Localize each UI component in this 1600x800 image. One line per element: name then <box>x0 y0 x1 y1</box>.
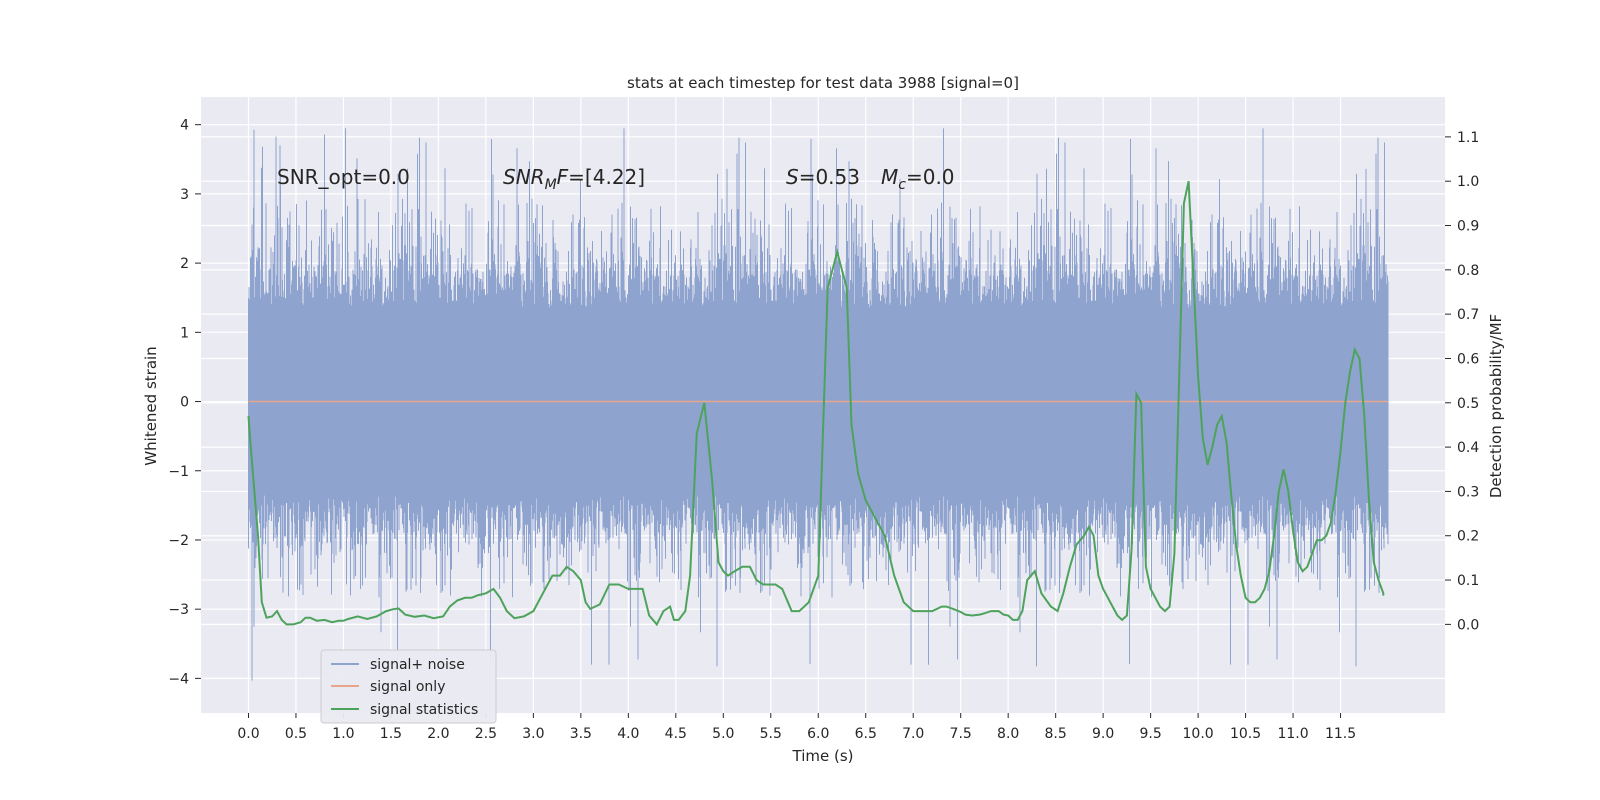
y-axis-right-label: Detection probability/MF <box>1487 314 1505 498</box>
annotation-mc: Mc=0.0 <box>881 165 955 193</box>
y-left-tick-label-4: 0 <box>180 395 189 411</box>
x-tick-label-0: 0.0 <box>237 726 259 742</box>
x-tick-label-14: 7.0 <box>902 726 924 742</box>
annotation-mc-sub: c <box>898 177 906 193</box>
y-right-tick-label-4: 0.4 <box>1457 440 1479 456</box>
x-tick-label-3: 1.5 <box>380 726 402 742</box>
x-tick-label-8: 4.0 <box>617 726 639 742</box>
legend-label-signal-statistics: signal statistics <box>370 702 478 718</box>
annotation-s-value: =0.53 <box>799 165 860 189</box>
legend-label-signal-only: signal only <box>370 679 445 695</box>
y-axis-left-ticks: −4 −3 −2 −1 0 1 2 3 4 <box>168 118 201 687</box>
annotation-snr-mf-main: SNR <box>503 165 545 189</box>
legend-box <box>320 649 497 724</box>
y-right-tick-label-0: 0.0 <box>1457 617 1479 633</box>
series-signal-statistics <box>247 180 1385 627</box>
x-tick-label-18: 9.0 <box>1092 726 1114 742</box>
y-left-tick-label-5: 1 <box>180 325 189 341</box>
x-tick-label-23: 11.5 <box>1325 726 1356 742</box>
annotation-mc-value: =0.0 <box>906 165 955 189</box>
annotation-snr-opt: SNR_opt=0.0 <box>277 165 410 189</box>
x-tick-label-12: 6.0 <box>807 726 829 742</box>
y-right-tick-label-3: 0.3 <box>1457 484 1479 500</box>
y-right-tick-label-5: 0.5 <box>1457 396 1479 412</box>
x-tick-label-9: 4.5 <box>665 726 687 742</box>
x-tick-label-21: 10.5 <box>1230 726 1261 742</box>
y-left-tick-label-0: −4 <box>168 671 189 687</box>
x-axis-ticks: 0.0 0.5 1.0 1.5 2.0 2.5 3.0 3.5 4.0 4.5 5.0 5.5 6.0 6… <box>237 713 1356 742</box>
x-tick-label-5: 2.5 <box>475 726 497 742</box>
legend: signal+ noise signal only signal statist… <box>320 649 497 724</box>
legend-label-signal-noise: signal+ noise <box>370 657 465 673</box>
y-axis-left-label: Whitened strain <box>142 346 160 465</box>
y-left-tick-label-3: −1 <box>168 464 189 480</box>
y-left-tick-label-6: 2 <box>180 256 189 272</box>
annotation-snr-mf: SNRMF=[4.22] <box>503 165 645 193</box>
y-axis-right-ticks: 0.0 0.1 0.2 0.3 0.4 0.5 0.6 0.7 0.8 0.9 1.0 1.1 <box>1445 130 1479 633</box>
x-tick-label-1: 0.5 <box>285 726 307 742</box>
y-right-tick-label-6: 0.6 <box>1457 351 1479 367</box>
y-left-tick-label-2: −2 <box>168 533 189 549</box>
x-axis-label: Time (s) <box>792 747 854 765</box>
y-right-tick-label-8: 0.8 <box>1457 263 1479 279</box>
annotation-s-symbol: S <box>786 165 799 189</box>
y-right-tick-label-11: 1.1 <box>1457 130 1479 146</box>
annotation-snr-mf-rest: F <box>557 165 569 189</box>
x-tick-label-7: 3.5 <box>570 726 592 742</box>
x-tick-label-16: 8.0 <box>997 726 1019 742</box>
annotation-snr-mf-sub: M <box>545 177 557 193</box>
x-tick-label-22: 11.0 <box>1277 726 1308 742</box>
x-tick-label-4: 2.0 <box>427 726 449 742</box>
y-right-tick-label-9: 0.9 <box>1457 219 1479 235</box>
annotation-s: S=0.53 <box>786 165 860 189</box>
x-tick-label-6: 3.0 <box>522 726 544 742</box>
x-tick-label-15: 7.5 <box>950 726 972 742</box>
y-right-tick-label-1: 0.1 <box>1457 573 1479 589</box>
annotation-snr-mf-value: =[4.22] <box>568 165 645 189</box>
x-tick-label-10: 5.0 <box>712 726 734 742</box>
x-tick-label-19: 9.5 <box>1139 726 1161 742</box>
y-right-tick-label-7: 0.7 <box>1457 307 1479 323</box>
y-right-tick-label-2: 0.2 <box>1457 529 1479 545</box>
y-left-tick-label-7: 3 <box>180 187 189 203</box>
x-tick-label-13: 6.5 <box>855 726 877 742</box>
y-right-tick-label-10: 1.0 <box>1457 174 1479 190</box>
x-tick-label-11: 5.5 <box>760 726 782 742</box>
chart-title: stats at each timestep for test data 398… <box>627 74 1019 92</box>
y-left-tick-label-1: −3 <box>168 602 189 618</box>
x-tick-label-20: 10.0 <box>1183 726 1214 742</box>
y-left-tick-label-8: 4 <box>180 118 189 134</box>
annotation-mc-symbol: M <box>881 165 898 189</box>
x-tick-label-17: 8.5 <box>1045 726 1067 742</box>
x-tick-label-2: 1.0 <box>332 726 354 742</box>
